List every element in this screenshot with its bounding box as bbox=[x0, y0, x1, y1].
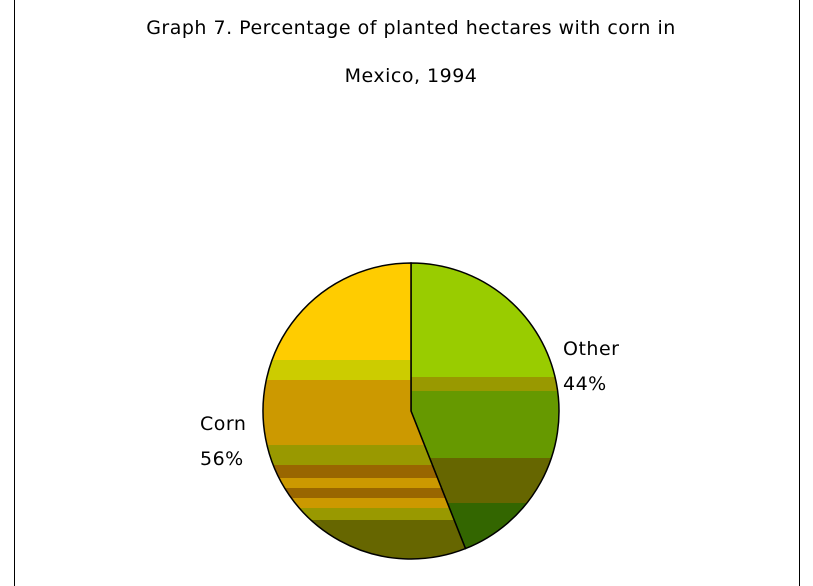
band bbox=[263, 498, 466, 508]
band bbox=[411, 391, 559, 458]
slice-value-label: 56% bbox=[200, 448, 244, 470]
slice-label: Other bbox=[563, 338, 619, 360]
band bbox=[263, 465, 466, 478]
chart-title: Mexico, 1994 bbox=[345, 65, 478, 87]
band bbox=[263, 488, 466, 498]
slice-outline bbox=[262, 262, 467, 560]
band bbox=[263, 478, 466, 488]
slice-label: Corn bbox=[200, 413, 246, 435]
slice-value-label: 44% bbox=[563, 373, 607, 395]
band bbox=[263, 508, 466, 520]
chart-title: Graph 7. Percentage of planted hectares … bbox=[146, 17, 676, 39]
slice-outline bbox=[410, 262, 560, 550]
band bbox=[411, 377, 559, 391]
band bbox=[263, 445, 466, 465]
